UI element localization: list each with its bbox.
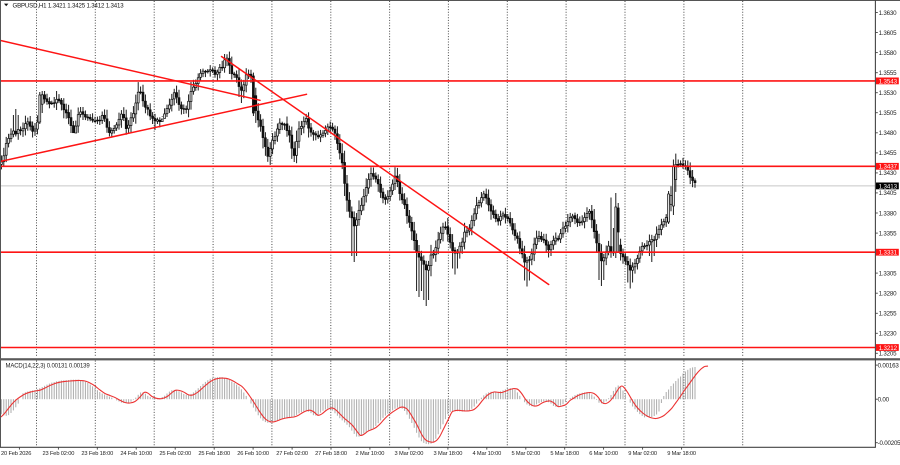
svg-text:5 Mar 18:00: 5 Mar 18:00 [550, 451, 579, 457]
svg-text:25 Feb 18:00: 25 Feb 18:00 [198, 451, 230, 457]
svg-text:1.3280: 1.3280 [879, 291, 897, 298]
svg-text:1.3630: 1.3630 [879, 10, 897, 17]
svg-text:2 Mar 10:00: 2 Mar 10:00 [356, 451, 385, 457]
svg-text:23 Feb 02:00: 23 Feb 02:00 [43, 451, 75, 457]
svg-text:1.3455: 1.3455 [879, 150, 897, 157]
svg-text:1.3380: 1.3380 [879, 210, 897, 217]
svg-text:1.3437: 1.3437 [879, 164, 898, 171]
svg-text:4 Mar 10:00: 4 Mar 10:00 [472, 451, 501, 457]
svg-text:3 Mar 02:00: 3 Mar 02:00 [395, 451, 424, 457]
svg-text:1.3505: 1.3505 [879, 110, 897, 117]
svg-text:5 Mar 02:00: 5 Mar 02:00 [511, 451, 540, 457]
svg-text:GBPUSD,H1 1.3421 1.3425 1.341: GBPUSD,H1 1.3421 1.3425 1.3412 1.3413 [13, 3, 125, 10]
svg-text:1.3405: 1.3405 [879, 190, 897, 197]
svg-text:1.3205: 1.3205 [879, 351, 897, 358]
svg-text:3 Mar 18:00: 3 Mar 18:00 [434, 451, 463, 457]
svg-text:26 Feb 10:00: 26 Feb 10:00 [237, 451, 269, 457]
svg-text:6 Mar 10:00: 6 Mar 10:00 [589, 451, 618, 457]
svg-text:1.3355: 1.3355 [879, 230, 897, 237]
svg-text:1.3413: 1.3413 [879, 183, 898, 190]
svg-text:23 Feb 18:00: 23 Feb 18:00 [81, 451, 113, 457]
svg-text:-0.00205: -0.00205 [878, 440, 900, 447]
svg-text:1.3530: 1.3530 [879, 90, 897, 97]
svg-text:20 Feb 2026: 20 Feb 2026 [1, 451, 31, 457]
svg-text:1.3255: 1.3255 [879, 311, 897, 318]
svg-text:9 Mar 02:00: 9 Mar 02:00 [628, 451, 657, 457]
svg-text:27 Feb 18:00: 27 Feb 18:00 [315, 451, 347, 457]
svg-text:1.3543: 1.3543 [879, 78, 898, 85]
svg-text:9 Mar 18:00: 9 Mar 18:00 [667, 451, 696, 457]
svg-text:1.3212: 1.3212 [879, 345, 898, 352]
svg-text:25 Feb 02:00: 25 Feb 02:00 [159, 451, 191, 457]
svg-text:0.00: 0.00 [878, 397, 890, 404]
svg-text:1.3580: 1.3580 [879, 50, 897, 57]
svg-text:24 Feb 10:00: 24 Feb 10:00 [120, 451, 152, 457]
svg-text:27 Feb 02:00: 27 Feb 02:00 [276, 451, 308, 457]
svg-text:1.3605: 1.3605 [879, 30, 897, 37]
svg-text:0.00163: 0.00163 [878, 362, 900, 369]
svg-text:1.3331: 1.3331 [879, 250, 898, 257]
svg-text:1.3480: 1.3480 [879, 130, 897, 137]
svg-text:1.3555: 1.3555 [879, 70, 897, 77]
svg-text:1.3230: 1.3230 [879, 331, 897, 338]
svg-text:1.3305: 1.3305 [879, 270, 897, 277]
svg-text:1.3430: 1.3430 [879, 170, 897, 177]
svg-text:MACD(14,22,3) 0.00131 0.00139: MACD(14,22,3) 0.00131 0.00139 [6, 364, 91, 370]
